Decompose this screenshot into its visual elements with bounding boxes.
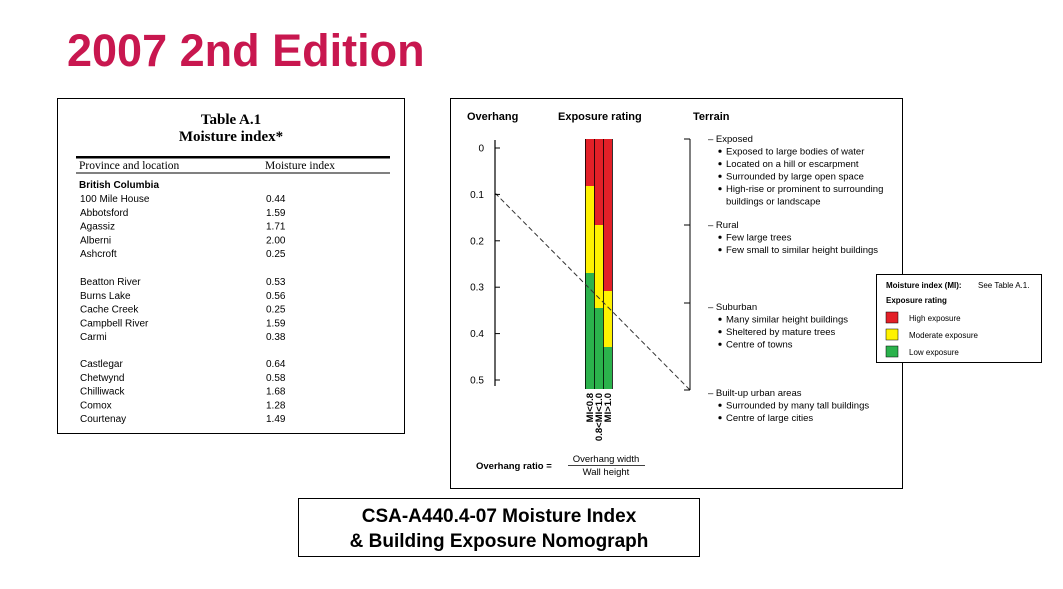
column-heading: Exposure rating (558, 111, 642, 123)
terrain-item: Few small to similar height buildings (726, 245, 878, 256)
caption-line: CSA-A440.4-07 Moisture Index (362, 506, 637, 527)
terrain-bracket (684, 138, 691, 391)
terrain-item: Exposed to large bodies of water (726, 147, 864, 158)
moisture-index: 0.56 (266, 291, 286, 302)
location: Castlegar (80, 359, 123, 370)
location: Burns Lake (80, 291, 131, 302)
moisture-index: 1.68 (266, 387, 286, 398)
nomograph-frame (450, 98, 903, 489)
bullet (718, 403, 722, 407)
ratio-denominator: Wall height (583, 467, 630, 478)
bullet (718, 342, 722, 346)
legend-item: High exposure (909, 314, 961, 323)
moisture-index: 1.49 (266, 414, 286, 425)
legend-swatch (885, 328, 899, 341)
bullet (718, 235, 722, 239)
terrain-item: Surrounded by large open space (726, 172, 864, 183)
moisture-index: 0.58 (266, 373, 286, 384)
column-heading: Overhang (467, 111, 518, 123)
terrain-item: Many similar height buildings (726, 315, 848, 326)
location: Beatton River (80, 277, 141, 288)
location: Courtenay (80, 414, 126, 425)
moisture-index: 1.28 (266, 400, 286, 411)
legend-heading: Exposure rating (886, 296, 947, 305)
terrain-heading: – Rural (708, 220, 739, 231)
legend-note: See Table A.1. (978, 281, 1029, 290)
terrain-item: Centre of towns (726, 340, 793, 351)
terrain-heading: – Exposed (708, 134, 753, 145)
moisture-index: 1.71 (266, 222, 286, 233)
axis-label: 0.4 (470, 329, 484, 340)
bullet (718, 162, 722, 166)
axis-label: 0.5 (470, 376, 484, 387)
axis-label: 0.2 (470, 236, 484, 247)
bar-label: 0.8<MI<1.0 (594, 393, 605, 441)
bullet (718, 416, 722, 420)
moisture-index: 0.64 (266, 359, 286, 370)
moisture-index: 1.59 (266, 208, 286, 219)
table-subtitle: Moisture index* (179, 129, 283, 145)
location: Chetwynd (80, 373, 124, 384)
bullet (718, 187, 722, 191)
legend-swatch (885, 311, 899, 324)
column-header: Province and location (79, 160, 180, 172)
location: Chilliwack (80, 387, 125, 398)
location: Cache Creek (80, 305, 139, 316)
axis-label: 0.1 (470, 190, 484, 201)
bullet (718, 174, 722, 178)
moisture-index: 0.53 (266, 277, 286, 288)
exposure-bars (585, 139, 613, 389)
bullet (718, 317, 722, 321)
location: Alberni (80, 235, 111, 246)
legend-item: Moderate exposure (909, 331, 978, 340)
moisture-index: 0.25 (266, 249, 286, 260)
bullet (718, 248, 722, 252)
moisture-index: 1.59 (266, 318, 286, 329)
legend-title: Moisture index (MI): (886, 281, 962, 290)
axis-label: 0 (478, 144, 484, 155)
reading-line (494, 192, 691, 391)
legend-frame (876, 274, 1042, 363)
bar-label: MI<0.8 (585, 393, 596, 422)
moisture-index: 0.25 (266, 305, 286, 316)
caption-line: & Building Exposure Nomograph (350, 531, 649, 552)
column-header: Moisture index (265, 160, 335, 172)
location: Abbotsford (80, 208, 128, 219)
legend-item: Low exposure (909, 348, 959, 357)
ratio-label: Overhang ratio = (476, 461, 552, 472)
location: Comox (80, 400, 112, 411)
location: Campbell River (80, 318, 149, 329)
location: Agassiz (80, 222, 115, 233)
bar-label: MI>1.0 (603, 393, 614, 422)
location: 100 Mile House (80, 194, 150, 205)
terrain-item: Few large trees (726, 233, 792, 244)
location: Carmi (80, 332, 107, 343)
bullet (718, 330, 722, 334)
table-frame (57, 98, 405, 434)
ratio-numerator: Overhang width (573, 454, 640, 465)
slide-title: 2007 2nd Edition (67, 25, 425, 76)
caption-frame (298, 498, 700, 557)
terrain-item: Sheltered by mature trees (726, 327, 836, 338)
bullet (718, 149, 722, 153)
terrain-item: High-rise or prominent to surrounding (726, 184, 883, 195)
column-heading: Terrain (693, 111, 730, 123)
legend-swatch (885, 345, 899, 358)
terrain-item: Centre of large cities (726, 413, 813, 424)
moisture-index: 2.00 (266, 235, 286, 246)
terrain-item: Surrounded by many tall buildings (726, 401, 869, 412)
terrain-heading: – Built-up urban areas (708, 388, 802, 399)
table-title: Table A.1 (201, 112, 261, 128)
terrain-item: Located on a hill or escarpment (726, 159, 859, 170)
moisture-index: 0.38 (266, 332, 286, 343)
terrain-heading: – Suburban (708, 302, 757, 313)
moisture-index: 0.44 (266, 194, 286, 205)
terrain-item: buildings or landscape (726, 197, 821, 208)
location: Ashcroft (80, 249, 117, 260)
axis-label: 0.3 (470, 283, 484, 294)
province: British Columbia (79, 180, 159, 191)
